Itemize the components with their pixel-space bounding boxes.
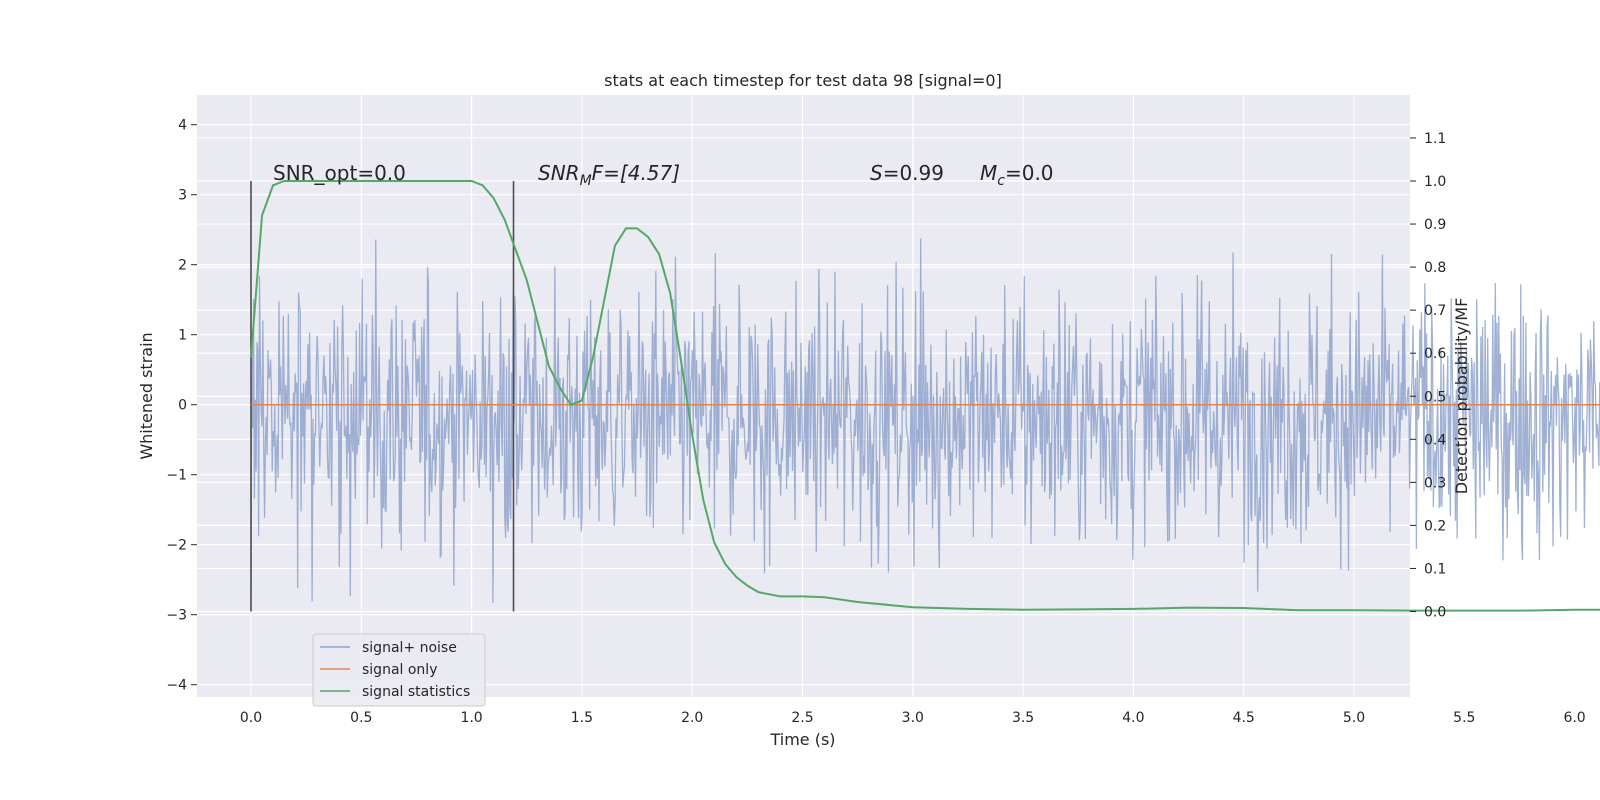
y-right-tick-label: 0.4 bbox=[1424, 432, 1446, 448]
y-right-tick-label: 0.3 bbox=[1424, 475, 1446, 491]
y-right-axis-label: Detection probability/MF bbox=[1452, 298, 1471, 495]
annotation-mc: Mc=0.0 bbox=[980, 161, 1054, 189]
annotation-snr-mf-sub: M bbox=[580, 173, 592, 189]
y-right-tick-label: 0.2 bbox=[1424, 518, 1446, 534]
annotation-mc-sub: c bbox=[997, 173, 1005, 189]
event-markers bbox=[250, 181, 515, 612]
y-left-tick-label: 0 bbox=[178, 398, 187, 414]
y-right-tick-label: 0.1 bbox=[1424, 561, 1446, 577]
annotation-snr-mf: SNRMF=[4.57] bbox=[538, 161, 680, 189]
y-left-tick-label: 4 bbox=[178, 118, 187, 134]
y-right-tick-label: 0.0 bbox=[1424, 605, 1446, 621]
x-axis-label: Time (s) bbox=[769, 730, 835, 749]
y-left-tick-label: 3 bbox=[178, 188, 187, 204]
y-left-axis-label: Whitened strain bbox=[137, 332, 156, 459]
signal-noise-series bbox=[250, 238, 1600, 603]
y-left-axis-ticks: −4 −3 −2 −1 0 1 2 3 4 bbox=[166, 118, 197, 694]
y-right-tick-label: 0.6 bbox=[1424, 346, 1446, 362]
x-tick-label: 2.5 bbox=[791, 710, 813, 726]
y-right-axis-ticks: 0.0 0.1 0.2 0.3 0.4 0.5 0.6 0.7 0.8 0.9 1.0 1.1 bbox=[1410, 131, 1446, 621]
legend-label-signal-only: signal only bbox=[362, 662, 437, 678]
chart-title: stats at each timestep for test data 98 … bbox=[604, 71, 1002, 90]
x-tick-label: 3.0 bbox=[902, 710, 924, 726]
x-axis-ticks: 0.00.51.01.52.02.53.03.54.04.55.05.56.06… bbox=[240, 710, 1586, 726]
y-left-tick-label: −2 bbox=[166, 538, 187, 554]
legend-label-signal-noise: signal+ noise bbox=[362, 640, 457, 656]
annotation-s-value: =0.99 bbox=[883, 161, 944, 185]
x-tick-label: 3.5 bbox=[1012, 710, 1034, 726]
y-left-tick-label: 1 bbox=[178, 328, 187, 344]
x-tick-label: 5.0 bbox=[1343, 710, 1365, 726]
y-right-tick-label: 0.9 bbox=[1424, 217, 1446, 233]
x-tick-label: 4.5 bbox=[1233, 710, 1255, 726]
annotation-s: S=0.99 bbox=[870, 161, 944, 185]
x-tick-label: 4.0 bbox=[1122, 710, 1144, 726]
y-left-tick-label: −4 bbox=[166, 678, 187, 694]
x-tick-label: 0.5 bbox=[350, 710, 372, 726]
x-tick-label: 1.5 bbox=[571, 710, 593, 726]
x-tick-label: 2.0 bbox=[681, 710, 703, 726]
annotation-mc-var: M bbox=[980, 161, 997, 185]
y-right-tick-label: 1.1 bbox=[1424, 131, 1446, 147]
annotation-mc-value: =0.0 bbox=[1005, 161, 1054, 185]
y-right-tick-label: 0.5 bbox=[1424, 389, 1446, 405]
annotation-s-var: S bbox=[870, 161, 883, 185]
y-left-tick-label: 2 bbox=[178, 258, 187, 274]
y-right-tick-label: 0.8 bbox=[1424, 260, 1446, 276]
signal-statistics-series bbox=[250, 180, 1600, 612]
annotation-snr-mf-var: SNR bbox=[538, 161, 580, 185]
annotation-snr-mf-value: F=[4.57] bbox=[592, 161, 680, 185]
legend-box bbox=[312, 633, 486, 707]
legend-label-signal-statistics: signal statistics bbox=[362, 684, 470, 700]
signal-noise-trace bbox=[250, 238, 1600, 603]
signal-statistics-line bbox=[250, 180, 1600, 612]
x-tick-label: 5.5 bbox=[1453, 710, 1475, 726]
y-left-tick-label: −3 bbox=[166, 608, 187, 624]
x-tick-label: 6.0 bbox=[1563, 710, 1585, 726]
x-tick-label: 1.0 bbox=[460, 710, 482, 726]
x-tick-label: 0.0 bbox=[240, 710, 262, 726]
y-left-tick-label: −1 bbox=[166, 468, 187, 484]
annotation-snr-opt: SNR_opt=0.0 bbox=[273, 161, 406, 185]
legend: signal+ noise signal only signal statist… bbox=[312, 633, 486, 707]
y-right-tick-label: 1.0 bbox=[1424, 174, 1446, 190]
y-right-tick-label: 0.7 bbox=[1424, 303, 1446, 319]
